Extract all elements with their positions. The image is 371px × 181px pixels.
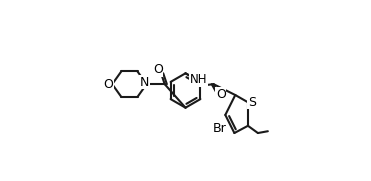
Text: O: O [103, 78, 113, 91]
Text: O: O [216, 88, 226, 101]
Text: O: O [153, 63, 163, 76]
Text: S: S [248, 96, 256, 109]
Text: NH: NH [190, 73, 207, 86]
Text: Br: Br [213, 122, 226, 135]
Text: N: N [140, 76, 150, 89]
